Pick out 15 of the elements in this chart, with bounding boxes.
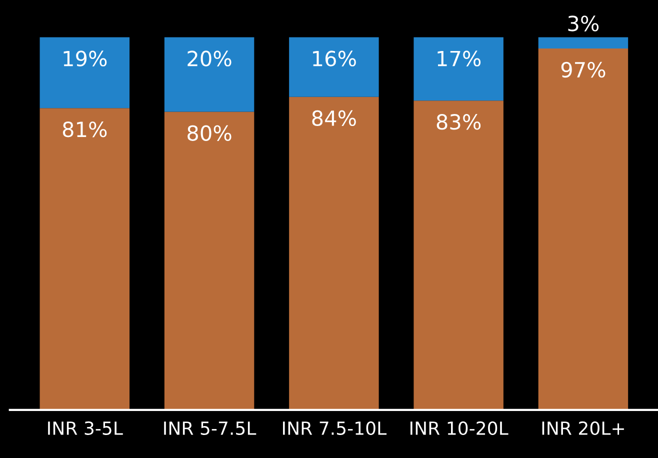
x-tick-label: INR 20L+	[542, 421, 624, 435]
x-tick-label: INR 3-5L	[48, 421, 123, 435]
data-label: 83%	[436, 114, 481, 130]
data-label: 3%	[568, 16, 599, 32]
data-label: 84%	[312, 110, 356, 126]
data-label: 20%	[188, 50, 232, 66]
x-tick-label: INR 5-7.5L	[164, 422, 256, 435]
data-label: 97%	[561, 62, 606, 78]
x-tick-label: INR 10-20L	[410, 421, 508, 435]
data-label: 19%	[64, 50, 107, 66]
data-label: 16%	[313, 50, 356, 66]
data-label: 17%	[438, 50, 481, 66]
data-label: 81%	[62, 121, 107, 138]
x-tick-label: INR 7.5-10L	[283, 421, 387, 435]
data-label: 80%	[188, 125, 232, 141]
